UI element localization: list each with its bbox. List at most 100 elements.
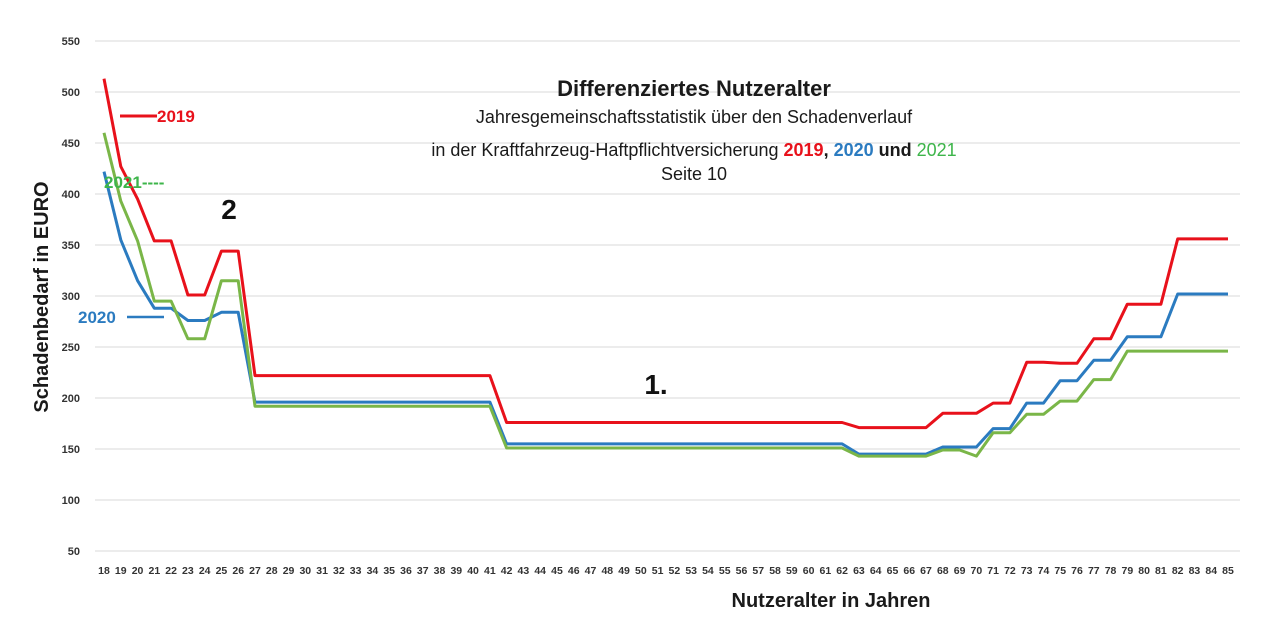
subtitle-year-2019: 2019: [784, 140, 824, 160]
x-tick-label: 68: [937, 565, 949, 577]
x-tick-label: 74: [1038, 565, 1050, 577]
legend-2020-label: 2020: [78, 308, 116, 327]
y-tick-label: 100: [62, 495, 80, 507]
x-tick-label: 51: [652, 565, 664, 577]
chart-title: Differenziertes Nutzeralter: [557, 76, 831, 101]
x-tick-label: 62: [836, 565, 848, 577]
x-tick-label: 18: [98, 565, 110, 577]
x-tick-label: 64: [870, 565, 882, 577]
x-tick-label: 43: [518, 565, 530, 577]
x-tick-label: 49: [618, 565, 630, 577]
x-tick-label: 63: [853, 565, 865, 577]
x-tick-label: 35: [383, 565, 395, 577]
x-tick-label: 48: [601, 565, 613, 577]
x-tick-label: 26: [232, 565, 244, 577]
legend-2019-label: 2019: [157, 107, 195, 126]
x-tick-label: 44: [534, 565, 546, 577]
x-tick-label: 79: [1121, 565, 1133, 577]
y-tick-label: 350: [62, 240, 80, 252]
series-line-2019: [102, 78, 1228, 430]
x-tick-label: 40: [467, 565, 479, 577]
annotation-2: 2: [221, 194, 237, 225]
x-tick-label: 55: [719, 565, 731, 577]
x-tick-label: 83: [1189, 565, 1201, 577]
x-tick-label: 81: [1155, 565, 1167, 577]
x-tick-label: 39: [450, 565, 462, 577]
x-tick-label: 24: [199, 565, 211, 577]
annotation-1: 1.: [644, 369, 667, 400]
x-tick-label: 60: [803, 565, 815, 577]
x-tick-label: 32: [333, 565, 345, 577]
subtitle-year-2021: 2021: [917, 140, 957, 160]
x-tick-label: 20: [132, 565, 144, 577]
y-tick-label: 250: [62, 342, 80, 354]
x-tick-label: 33: [350, 565, 362, 577]
y-axis-label: Schadenbedarf in EURO: [31, 181, 53, 412]
x-tick-label: 41: [484, 565, 496, 577]
x-tick-label: 45: [551, 565, 563, 577]
x-tick-label: 25: [216, 565, 228, 577]
x-tick-label: 59: [786, 565, 798, 577]
x-tick-label: 72: [1004, 565, 1016, 577]
x-tick-label: 57: [752, 565, 764, 577]
x-axis-ticks: 18 19 20 21 22 23 24 25 26 27 28 29 30 31 32 33 34 35 36 37…: [98, 565, 1234, 577]
x-tick-label: 52: [669, 565, 681, 577]
x-tick-label: 29: [283, 565, 295, 577]
x-tick-label: 70: [971, 565, 983, 577]
x-tick-label: 19: [115, 565, 127, 577]
x-tick-label: 30: [299, 565, 311, 577]
series-line-2020: [102, 171, 1228, 456]
chart-subtitle-line-3: Seite 10: [661, 164, 727, 184]
legend-2021-label: 2021----: [104, 173, 164, 192]
x-tick-label: 61: [820, 565, 832, 577]
x-tick-label: 65: [887, 565, 899, 577]
chart-subtitle-line-1: Jahresgemeinschaftsstatistik über den Sc…: [476, 107, 913, 127]
y-tick-label: 200: [62, 393, 80, 405]
x-tick-label: 28: [266, 565, 278, 577]
x-tick-label: 84: [1205, 565, 1217, 577]
x-tick-label: 50: [635, 565, 647, 577]
x-tick-label: 66: [903, 565, 915, 577]
chart-subtitle-line-2: in der Kraftfahrzeug-Haftpflichtversiche…: [431, 140, 956, 160]
x-tick-label: 82: [1172, 565, 1184, 577]
series-line-2021: [102, 132, 1228, 458]
y-tick-label: 50: [68, 546, 80, 558]
gridlines: [95, 40, 1240, 552]
y-tick-label: 150: [62, 444, 80, 456]
x-axis-label: Nutzeralter in Jahren: [732, 590, 931, 612]
x-tick-label: 69: [954, 565, 966, 577]
x-tick-label: 75: [1054, 565, 1066, 577]
x-tick-label: 38: [434, 565, 446, 577]
x-tick-label: 37: [417, 565, 429, 577]
y-tick-label: 450: [62, 138, 80, 150]
x-tick-label: 78: [1105, 565, 1117, 577]
x-tick-label: 36: [400, 565, 412, 577]
y-tick-label: 400: [62, 189, 80, 201]
subtitle-sep-1: ,: [824, 140, 834, 160]
x-tick-label: 71: [987, 565, 999, 577]
y-tick-label: 550: [62, 36, 80, 48]
x-tick-label: 76: [1071, 565, 1083, 577]
x-tick-label: 54: [702, 565, 714, 577]
subtitle-sep-2: und: [874, 140, 917, 160]
y-tick-label: 300: [62, 291, 80, 303]
x-tick-label: 21: [148, 565, 160, 577]
x-tick-label: 27: [249, 565, 261, 577]
y-tick-label: 500: [62, 87, 80, 99]
subtitle-line-2-text: in der Kraftfahrzeug-Haftpflichtversiche…: [431, 140, 778, 160]
x-tick-label: 22: [165, 565, 177, 577]
x-tick-label: 58: [769, 565, 781, 577]
x-tick-label: 34: [367, 565, 379, 577]
x-tick-label: 47: [585, 565, 597, 577]
legend-2019: 2019: [120, 107, 195, 126]
y-axis-ticks: 50 100 150 200 250 300 350 400 450 500 550: [62, 36, 80, 558]
x-tick-label: 77: [1088, 565, 1100, 577]
x-tick-label: 23: [182, 565, 194, 577]
legend-2020: 2020: [78, 308, 164, 327]
x-tick-label: 46: [568, 565, 580, 577]
x-tick-label: 53: [685, 565, 697, 577]
x-tick-label: 73: [1021, 565, 1033, 577]
x-tick-label: 80: [1138, 565, 1150, 577]
x-tick-label: 42: [501, 565, 513, 577]
